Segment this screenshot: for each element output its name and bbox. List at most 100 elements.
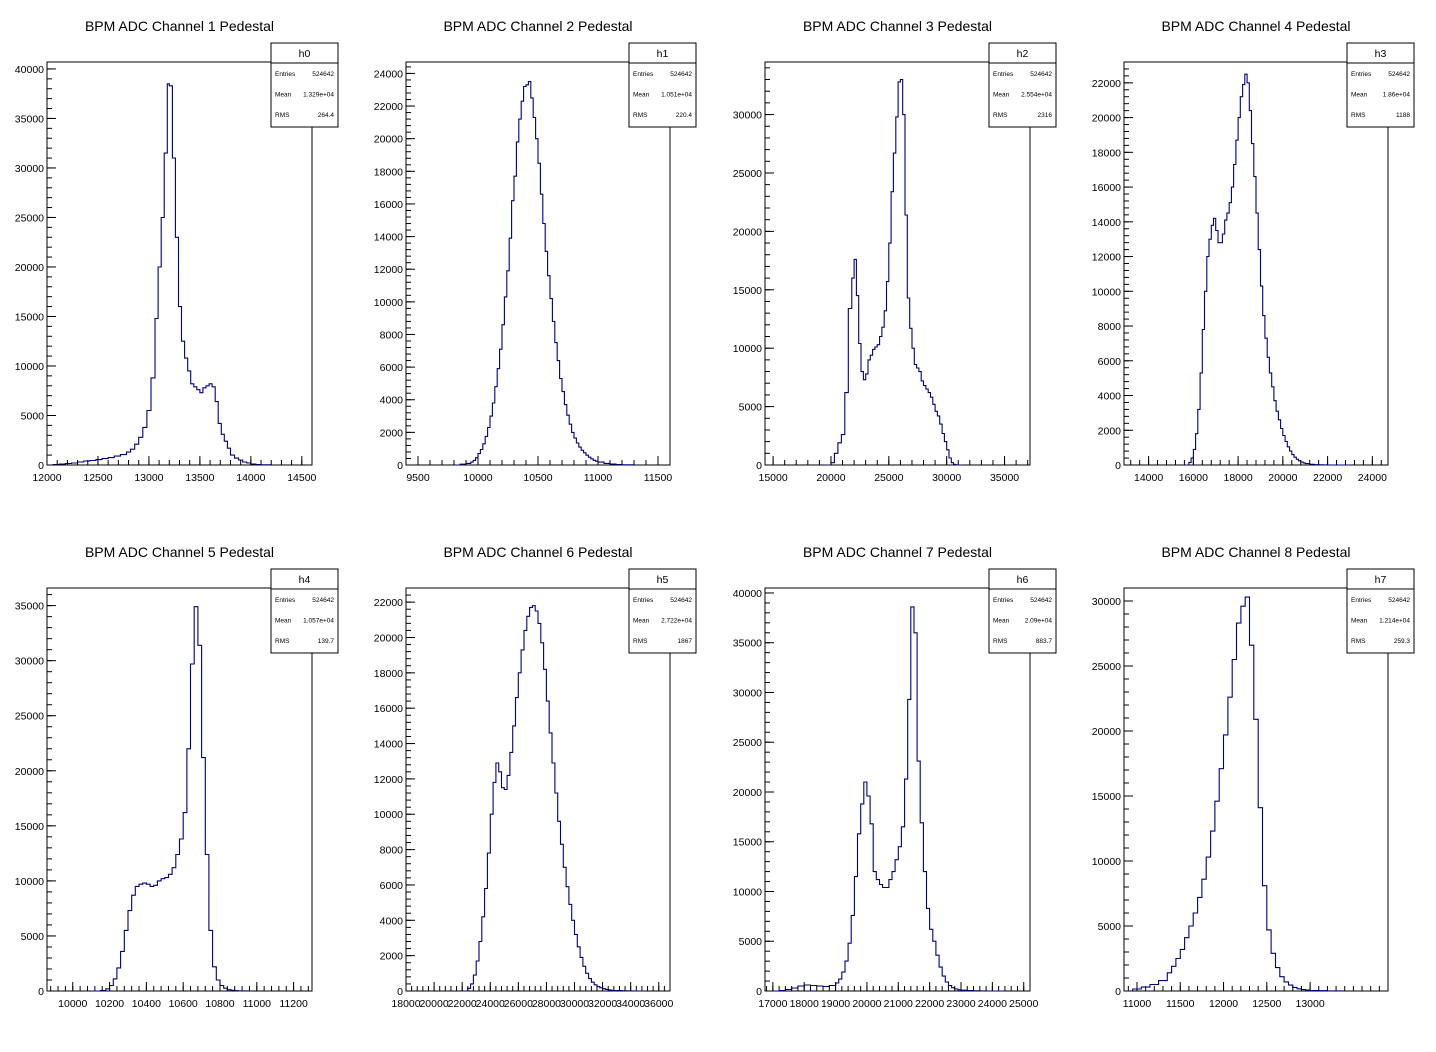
stats-value: 524642 <box>670 71 692 78</box>
stats-value: 2316 <box>1038 112 1053 119</box>
x-tick-label: 28000 <box>532 998 561 1010</box>
stats-value: 1.214e+04 <box>1379 618 1410 625</box>
stats-value: 524642 <box>1388 71 1410 78</box>
histogram-series <box>825 78 962 466</box>
histogram-panel-7: BPM ADC Channel 7 Pedestal 17000 18000 1900… <box>733 544 1057 1010</box>
x-tick-label: 20000 <box>419 998 448 1010</box>
stats-box-name: h4 <box>299 574 311 586</box>
stats-box-frame <box>628 568 697 654</box>
stats-label: RMS <box>1351 112 1366 119</box>
stats-value: 2.722e+04 <box>661 618 692 625</box>
x-tick-label: 14000 <box>1134 472 1163 484</box>
x-tick-label: 10000 <box>463 472 492 484</box>
y-tick-label: 4000 <box>1098 391 1122 403</box>
stats-value: 524642 <box>1388 597 1410 604</box>
histogram-series <box>462 605 645 992</box>
y-tick-label: 2000 <box>1098 425 1122 437</box>
stats-label: Entries <box>275 597 296 604</box>
y-tick-label: 10000 <box>15 876 44 888</box>
y-tick-label: 6000 <box>380 362 404 374</box>
plot-frame <box>764 61 1031 466</box>
y-tick-label: 24000 <box>374 68 403 80</box>
stats-box-frame <box>270 568 339 654</box>
y-tick-label: 5000 <box>21 410 45 422</box>
stats-value: 524642 <box>312 71 334 78</box>
y-tick-label: 0 <box>38 460 44 472</box>
stats-value: 1.057e+04 <box>303 618 334 625</box>
stats-value: 524642 <box>1030 71 1052 78</box>
x-tick-label: 34000 <box>616 998 645 1010</box>
stats-value: 524642 <box>670 597 692 604</box>
y-tick-label: 15000 <box>733 285 762 297</box>
stats-label: Entries <box>993 71 1014 78</box>
stats-value: 524642 <box>312 597 334 604</box>
y-tick-label: 25000 <box>733 168 762 180</box>
y-tick-label: 35000 <box>15 601 44 613</box>
stats-box-name: h2 <box>1017 48 1029 60</box>
stats-box-name: h1 <box>657 48 669 60</box>
x-tick-label: 24000 <box>1358 472 1387 484</box>
y-tick-label: 5000 <box>739 402 763 414</box>
y-tick-label: 0 <box>1115 460 1121 472</box>
y-tick-label: 20000 <box>1092 113 1121 125</box>
x-tick-label: 22000 <box>448 998 477 1010</box>
y-tick-label: 30000 <box>15 656 44 668</box>
stats-label: Mean <box>1351 618 1368 625</box>
x-tick-label: 32000 <box>588 998 617 1010</box>
stats-box-frame <box>270 42 339 128</box>
x-tick-label: 30000 <box>932 472 961 484</box>
x-tick-label: 24000 <box>476 998 505 1010</box>
chart-title: BPM ADC Channel 7 Pedestal <box>803 544 992 560</box>
y-tick-label: 15000 <box>733 837 762 849</box>
x-tick-label: 18000 <box>1224 472 1253 484</box>
x-tick-label: 17000 <box>758 998 787 1010</box>
stats-box: h5 Entries 524642 Mean 2.722e+04 RMS 1867 <box>628 568 697 654</box>
stats-box-frame <box>988 42 1057 128</box>
stats-box-name: h7 <box>1375 574 1387 586</box>
y-tick-label: 25000 <box>15 212 44 224</box>
histogram-series <box>772 606 1005 992</box>
chart-title: BPM ADC Channel 2 Pedestal <box>443 18 632 34</box>
stats-label: Entries <box>993 597 1014 604</box>
x-tick-label: 21000 <box>884 998 913 1010</box>
y-tick-label: 2000 <box>380 427 404 439</box>
plot-frame <box>1123 587 1389 992</box>
y-tick-label: 30000 <box>1092 596 1121 608</box>
y-tick-label: 12000 <box>1092 252 1121 264</box>
y-tick-label: 30000 <box>733 110 762 122</box>
stats-label: Mean <box>633 618 650 625</box>
x-tick-label: 11200 <box>279 998 308 1010</box>
stats-box-name: h3 <box>1375 48 1387 60</box>
y-tick-label: 10000 <box>374 809 403 821</box>
x-tick-label: 20000 <box>816 472 845 484</box>
y-tick-label: 25000 <box>1092 661 1121 673</box>
stats-box-name: h5 <box>657 574 669 586</box>
x-tick-label: 10400 <box>132 998 161 1010</box>
stats-value: 220.4 <box>676 112 693 119</box>
y-tick-label: 10000 <box>374 297 403 309</box>
y-tick-label: 30000 <box>733 687 762 699</box>
stats-label: Mean <box>993 618 1010 625</box>
y-tick-label: 35000 <box>733 638 762 650</box>
chart-title: BPM ADC Channel 1 Pedestal <box>85 18 274 34</box>
y-tick-label: 18000 <box>374 166 403 178</box>
y-tick-label: 16000 <box>1092 182 1121 194</box>
histogram-series <box>1124 596 1346 992</box>
stats-label: RMS <box>633 112 648 119</box>
y-tick-label: 8000 <box>1098 321 1122 333</box>
stats-box: h1 Entries 524642 Mean 1.051e+04 RMS 220.4 <box>628 42 697 128</box>
y-tick-label: 35000 <box>15 113 44 125</box>
x-tick-label: 13000 <box>134 472 163 484</box>
x-tick-label: 11500 <box>1166 998 1195 1010</box>
chart-title: BPM ADC Channel 3 Pedestal <box>803 18 992 34</box>
histogram-panel-6: BPM ADC Channel 6 Pedestal18000200002200… <box>374 544 697 1010</box>
y-tick-label: 10000 <box>733 343 762 355</box>
stats-box: h3 Entries 524642 Mean 1.86e+04 RMS 1188 <box>1346 42 1415 128</box>
y-tick-label: 10000 <box>1092 856 1121 868</box>
y-tick-label: 10000 <box>1092 286 1121 298</box>
y-tick-label: 0 <box>756 460 762 472</box>
stats-label: Entries <box>1351 597 1372 604</box>
y-tick-label: 16000 <box>374 199 403 211</box>
y-tick-label: 16000 <box>374 703 403 715</box>
y-tick-label: 0 <box>38 986 44 998</box>
